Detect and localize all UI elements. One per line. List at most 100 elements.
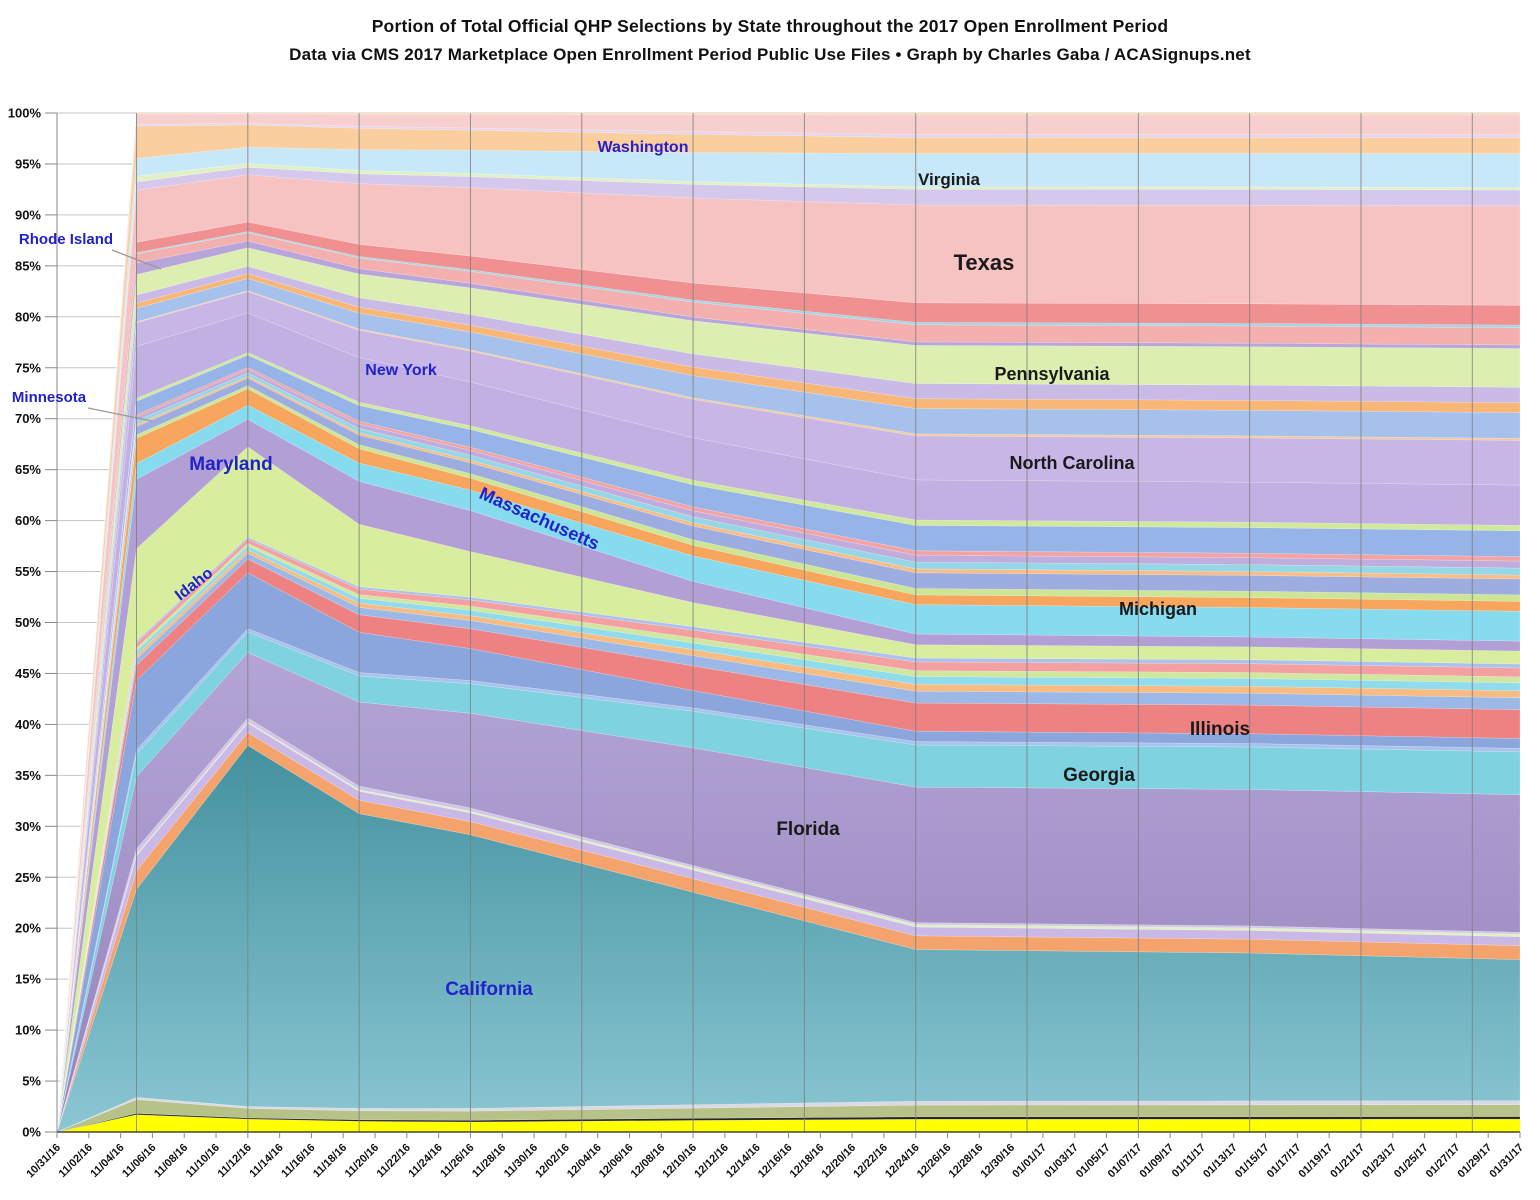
x-axis-label: 01/03/17 [1042,1142,1081,1181]
x-axis-label: 01/21/17 [1328,1142,1367,1181]
annotation-pennsylvania: Pennsylvania [994,364,1110,384]
y-axis-label: 10% [15,1023,41,1038]
x-axis-label: 11/04/16 [88,1142,126,1180]
area-maine [56,536,1521,1133]
x-axis-label: 12/08/16 [629,1142,668,1181]
x-axis-label: 11/28/16 [470,1142,508,1180]
y-axis-label: 80% [15,309,41,324]
area-mississippi [56,385,1521,1133]
y-axis-label: 55% [15,564,41,579]
y-axis-label: 75% [15,360,41,375]
area-arkansas [56,1097,1521,1133]
chart-title-block: Portion of Total Official QHP Selections… [0,16,1540,65]
x-axis-label: 11/10/16 [184,1142,222,1180]
x-axis-label: 11/20/16 [343,1142,381,1180]
y-axis-label: 90% [15,207,41,222]
y-axis-label: 40% [15,717,41,732]
area-hawaii [56,628,1521,1133]
annotation-georgia: Georgia [1063,765,1135,786]
x-axis-label: 01/15/17 [1233,1142,1272,1181]
y-axis-label: 70% [15,411,41,426]
area-colorado [56,732,1521,1133]
x-axis-label: 12/02/16 [533,1142,572,1181]
area-california [56,745,1521,1133]
x-axis-label: 11/12/16 [216,1142,254,1180]
x-axis-label: 01/25/17 [1392,1142,1431,1181]
annotation-michigan: Michigan [1119,599,1197,619]
y-axis-label: 30% [15,819,41,834]
x-axis-label: 11/26/16 [438,1142,476,1180]
y-axis-label: 60% [15,513,41,528]
area-indiana [56,552,1521,1133]
area-delaware [56,721,1521,1133]
y-axis-label: 0% [22,1125,41,1140]
area-district-of-columbia [56,717,1521,1133]
area-south-carolina [56,232,1521,1133]
x-axis-label: 01/13/17 [1201,1142,1240,1181]
y-axis-label: 5% [22,1074,41,1089]
y-axis-label: 15% [15,972,41,987]
annotation-virginia: Virginia [918,170,981,189]
annotation-florida: Florida [776,819,840,840]
x-axis-label: 10/31/16 [24,1142,63,1181]
x-axis-label: 01/31/17 [1487,1142,1526,1181]
x-axis-label: 12/10/16 [660,1142,699,1181]
area-kentucky [56,543,1521,1133]
x-axis-label: 12/18/16 [788,1142,827,1181]
annotation-illinois: Illinois [1190,719,1250,740]
x-axis-label: 11/22/16 [375,1142,413,1180]
area-west-virginia [56,123,1521,1133]
chart-title: Portion of Total Official QHP Selections… [371,16,1169,36]
x-axis-label: 12/12/16 [692,1142,731,1181]
area-minnesota [56,388,1521,1133]
x-axis-label: 01/23/17 [1360,1142,1399,1181]
y-axis-label: 20% [15,921,41,936]
annotation-north-carolina: North Carolina [1009,453,1135,473]
x-axis-label: 11/06/16 [120,1142,158,1180]
x-axis-label: 11/14/16 [247,1142,285,1180]
area-oregon [56,266,1521,1133]
annotation-maryland: Maryland [189,454,272,475]
annotation-california: California [445,979,533,1000]
area-pennsylvania [56,247,1521,1133]
annotation-rhode-island: Rhode Island [19,231,113,248]
area-illinois [56,558,1521,1133]
area-washington [56,124,1521,1133]
area-wyoming [56,112,1521,1133]
x-axis-label: 11/08/16 [152,1142,190,1180]
area-new-york [56,312,1521,1133]
x-axis-label: 01/09/17 [1138,1142,1177,1181]
y-axis-label: 100% [8,106,42,121]
y-axis-label: 45% [15,666,41,681]
x-axis-label: 01/19/17 [1297,1142,1336,1181]
x-axis-label: 01/07/17 [1106,1142,1145,1181]
x-axis-label: 12/16/16 [756,1142,795,1181]
area-missouri [56,377,1521,1133]
y-axis-label: 50% [15,615,41,630]
annotation-new-york: New York [365,362,437,379]
area-iowa [56,549,1521,1133]
y-axis-label: 95% [15,156,41,171]
area-massachusetts [56,419,1521,1133]
x-axis-label: 12/06/16 [597,1142,636,1181]
x-axis-label: 11/18/16 [311,1142,349,1180]
annotation-texas: Texas [954,250,1015,275]
y-axis-label: 25% [15,870,41,885]
annotation-leader-minnesota [87,407,153,422]
annotation-minnesota: Minnesota [12,389,87,406]
x-axis-label: 01/17/17 [1265,1142,1304,1181]
y-axis-label: 35% [15,768,41,783]
x-axis-label: 11/24/16 [406,1142,444,1180]
x-axis-label: 12/20/16 [819,1142,858,1181]
x-axis-label: 12/24/16 [883,1142,922,1181]
area-north-dakota [56,290,1521,1133]
y-axis-label: 85% [15,258,41,273]
chart-subtitle: Data via CMS 2017 Marketplace Open Enrol… [289,45,1251,64]
x-axis-label: 12/14/16 [724,1142,763,1181]
annotation-washington: Washington [598,139,689,156]
annotation-leader-rhode-island [111,249,162,270]
x-axis-label: 12/26/16 [915,1142,954,1181]
area-florida [56,652,1521,1133]
